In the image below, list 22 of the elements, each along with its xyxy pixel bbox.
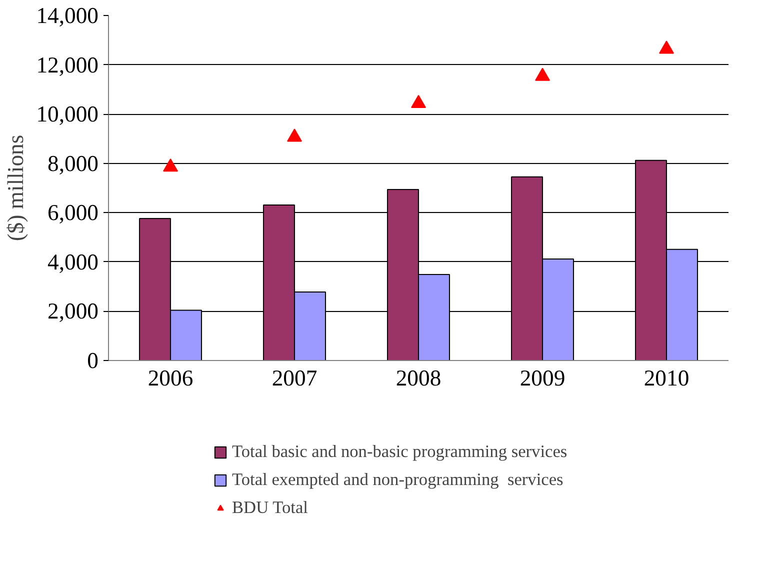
point [411, 94, 426, 108]
y-tick-label: 6,000 [48, 200, 99, 226]
legend-label: Total basic and non-basic programming services [232, 442, 568, 462]
point [163, 158, 178, 172]
point [535, 68, 550, 81]
y-axis-title: ($) millions [3, 134, 28, 242]
x-tick-label: 2009 [520, 366, 566, 390]
y-tick-label: 4,000 [48, 249, 99, 274]
y-tick-label: 0 [87, 348, 98, 373]
point [287, 128, 302, 142]
legend-label: Total exempted and non-programming services [232, 470, 564, 490]
x-tick-label: 2010 [644, 366, 690, 390]
y-tick-label: 8,000 [48, 150, 99, 176]
point [659, 40, 674, 54]
legend-label: BDU Total [232, 498, 308, 518]
y-tick-label: 12,000 [36, 52, 99, 78]
y-tick-label: 2,000 [48, 298, 99, 324]
y-tick-label: 10,000 [36, 102, 99, 127]
x-tick-label: 2006 [148, 366, 194, 390]
y-tick-label: 14,000 [36, 3, 99, 28]
x-tick-label: 2007 [272, 366, 318, 390]
x-tick-label: 2008 [396, 366, 442, 390]
